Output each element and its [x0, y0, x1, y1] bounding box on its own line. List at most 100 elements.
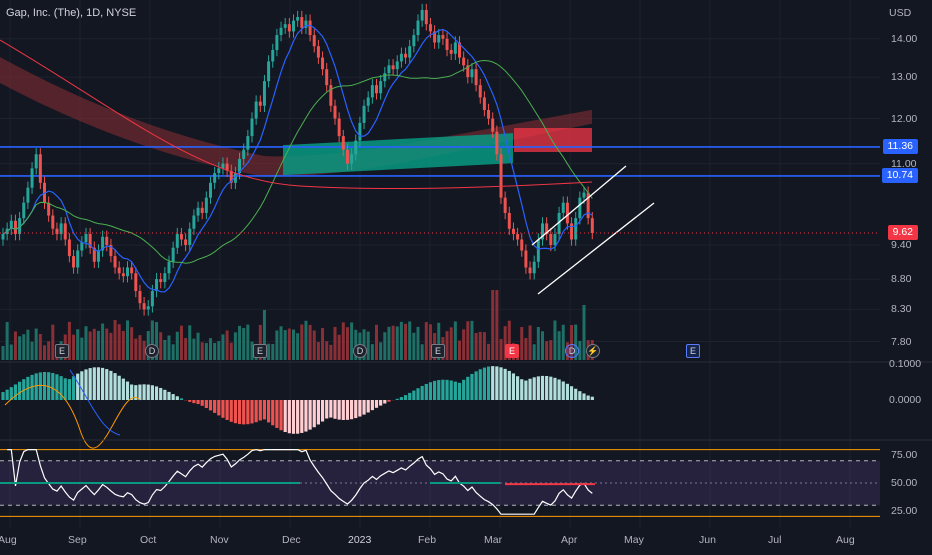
candle-body	[280, 28, 283, 35]
channel-upper-line	[532, 166, 626, 245]
candle-body	[358, 123, 361, 141]
volume-bar	[292, 330, 295, 360]
candle-body	[126, 267, 129, 276]
oscillator-bar	[458, 383, 461, 400]
symbol-title[interactable]: Gap, Inc. (The), 1D, NYSE	[6, 7, 136, 19]
candle-body	[371, 85, 374, 97]
time-axis-tick: Dec	[282, 534, 301, 546]
candle-body	[570, 223, 573, 239]
time-axis-tick: Nov	[210, 534, 229, 546]
oscillator-bar	[230, 400, 233, 422]
candle-body	[392, 65, 395, 69]
oscillator-bar	[429, 382, 432, 400]
volume-bar	[192, 339, 195, 360]
candle-body	[242, 150, 245, 159]
oscillator-bar	[404, 395, 407, 400]
oscillator-bar	[172, 394, 175, 400]
volume-bar	[18, 336, 21, 360]
oscillator-bar	[188, 400, 191, 402]
oscillator-bar	[528, 379, 531, 400]
oscillator-bar	[512, 373, 515, 400]
volume-bar	[238, 326, 241, 360]
candle-body	[2, 234, 5, 239]
ribbon-cloud-red	[514, 128, 592, 152]
volume-bar	[130, 327, 133, 360]
oscillator-bar	[234, 400, 237, 423]
volume-bar	[43, 345, 46, 360]
candle-body	[437, 35, 440, 42]
volume-bar	[346, 327, 349, 360]
oscillator-bar	[587, 395, 590, 400]
volume-bar	[500, 339, 503, 360]
oscillator-bar	[504, 369, 507, 400]
volume-bar	[334, 327, 337, 360]
candle-body	[209, 183, 212, 198]
oscillator-bar	[508, 371, 511, 400]
candle-body	[105, 237, 108, 245]
volume-bar	[404, 324, 407, 360]
price-axis-tick: 8.30	[891, 303, 911, 315]
oscillator-bar	[118, 376, 121, 400]
candle-body	[309, 21, 312, 35]
time-axis-tick: Sep	[68, 534, 87, 546]
oscillator-bar	[51, 373, 54, 400]
volume-bar	[126, 320, 129, 360]
oscillator-bar	[151, 385, 154, 400]
candle-body	[14, 221, 17, 234]
volume-bar	[342, 322, 345, 360]
volume-bar	[495, 290, 498, 360]
oscillator-bar	[470, 374, 473, 400]
time-axis-tick: Jul	[768, 534, 781, 546]
volume-bar	[101, 324, 104, 360]
candle-body	[491, 119, 494, 132]
oscillator-bar	[313, 400, 316, 427]
oscillator-bar	[338, 400, 341, 420]
oscillator-bar	[475, 371, 478, 400]
oscillator-bar	[487, 367, 490, 400]
oscillator-bar	[39, 372, 42, 400]
volume-bar	[458, 341, 461, 360]
price-axis-tick: 11.00	[891, 158, 917, 170]
volume-bar	[425, 322, 428, 360]
oscillator-bar	[317, 400, 320, 424]
oscillator-bar	[441, 380, 444, 400]
volume-bar	[31, 342, 34, 360]
oscillator-bar	[491, 366, 494, 400]
volume-bar	[280, 326, 283, 360]
candle-body	[329, 85, 332, 106]
volume-bar	[114, 320, 117, 360]
volume-bar	[533, 344, 536, 360]
rsi-axis-tick: 75.00	[891, 449, 917, 461]
oscillator-bar	[520, 379, 523, 400]
volume-bar	[462, 329, 465, 360]
candle-body	[80, 242, 83, 250]
volume-bar	[97, 331, 100, 360]
volume-bar	[304, 321, 307, 360]
candle-body	[574, 218, 577, 239]
candle-body	[213, 173, 216, 183]
volume-bar	[371, 344, 374, 360]
candle-body	[404, 54, 407, 58]
candle-body	[122, 273, 125, 276]
oscillator-bar	[105, 369, 108, 400]
oscillator-bar	[155, 386, 158, 400]
volume-bar	[375, 325, 378, 360]
candle-body	[217, 168, 220, 173]
candle-body	[429, 24, 432, 31]
candle-body	[367, 97, 370, 105]
time-axis-tick: Mar	[484, 534, 502, 546]
volume-bar	[529, 325, 532, 360]
oscillator-bar	[479, 369, 482, 400]
volume-bar	[417, 327, 420, 360]
candle-body	[470, 69, 473, 77]
candle-body	[246, 136, 249, 150]
candle-body	[338, 119, 341, 137]
time-axis-tick: Feb	[418, 534, 436, 546]
time-axis-tick: 2023	[348, 534, 371, 546]
volume-bar	[338, 335, 341, 360]
oscillator-bar	[346, 400, 349, 420]
volume-bar	[275, 330, 278, 360]
oscillator-bar	[221, 400, 224, 418]
